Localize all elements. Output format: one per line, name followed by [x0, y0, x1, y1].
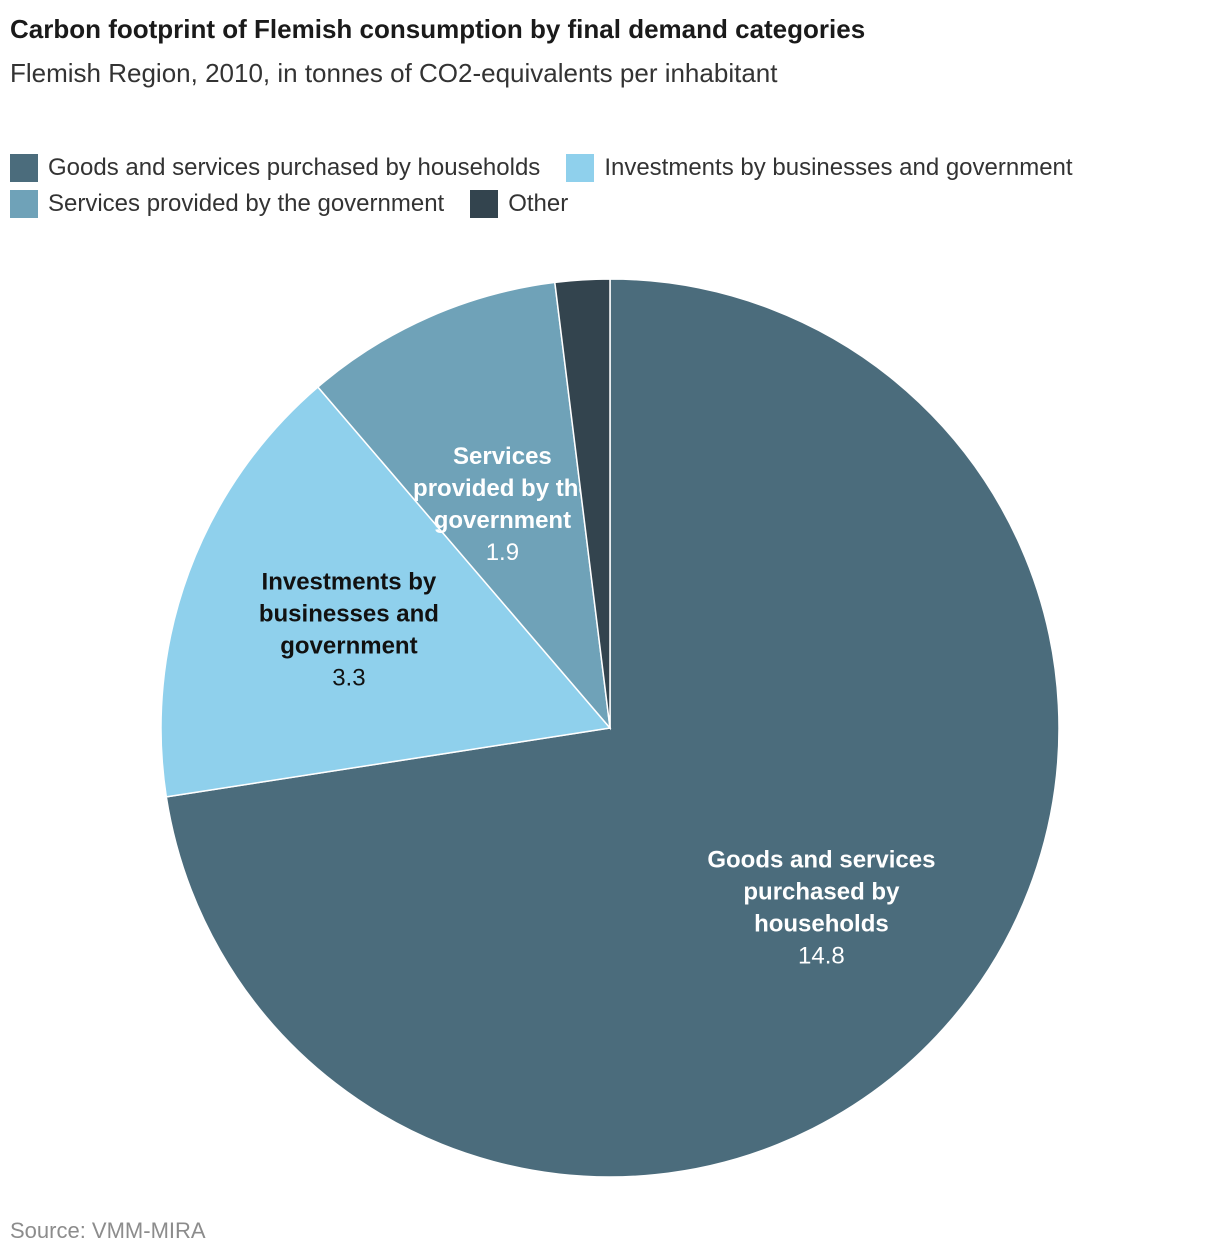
slice-name-label-0: households: [754, 910, 889, 937]
legend-item-investments[interactable]: Investments by businesses and government: [566, 154, 1073, 182]
legend-swatch-investments: [566, 154, 595, 182]
slice-value-label-2: 1.9: [486, 539, 519, 566]
chart-subtitle: Flemish Region, 2010, in tonnes of CO2-e…: [10, 58, 778, 88]
slice-name-label-1: businesses and: [259, 601, 439, 628]
pie-slice-2[interactable]: [316, 281, 612, 731]
pie-slice-1[interactable]: [160, 385, 612, 798]
pie-slice-3[interactable]: [553, 278, 611, 729]
legend-label-investments: Investments by businesses and government: [604, 154, 1073, 181]
pie-chart: Goods and services purchased by households…: [160, 278, 1060, 1178]
legend-label-government-services: Services provided by the government: [48, 190, 445, 217]
slice-name-label-2: government: [434, 507, 571, 534]
slice-name-label-0: purchased by: [743, 878, 900, 905]
legend-item-households[interactable]: Goods and services purchased by househol…: [10, 154, 540, 182]
legend-row: Services provided by the government Othe…: [10, 186, 1210, 222]
slice-name-label-1: Investments by: [262, 569, 437, 596]
legend-item-other[interactable]: Other: [470, 190, 568, 218]
chart-title: Carbon footprint of Flemish consumption …: [10, 14, 866, 44]
slice-name-label-2: provided by the: [413, 475, 592, 502]
legend-row: Goods and services purchased by househol…: [10, 150, 1210, 186]
slice-value-label-1: 3.3: [332, 665, 365, 692]
slice-name-label-2: Services: [453, 443, 552, 470]
legend-label-households: Goods and services purchased by househol…: [48, 154, 541, 181]
legend-swatch-government-services: [10, 190, 38, 218]
slice-name-label-0: Goods and services: [707, 846, 935, 873]
slice-value-label-0: 14.8: [798, 942, 845, 969]
legend-swatch-households: [10, 154, 38, 182]
pie-slice-0[interactable]: [165, 278, 1060, 1178]
slice-name-label-1: government: [280, 633, 417, 660]
chart-source: Source: VMM-MIRA: [10, 1218, 206, 1243]
legend-label-other: Other: [508, 190, 569, 217]
legend-item-government-services[interactable]: Services provided by the government: [10, 190, 444, 218]
chart-legend: Goods and services purchased by househol…: [10, 150, 1210, 222]
legend-swatch-other: [470, 190, 499, 218]
